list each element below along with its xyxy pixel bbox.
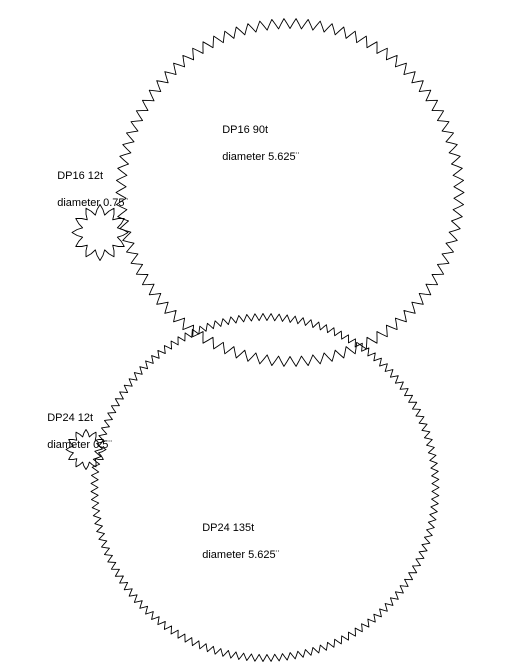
label-dp16-12t: DP16 12t diameter 0.75¨ [45,156,128,225]
label-line: DP24 135t [202,522,254,534]
label-line: DP24 12t [47,412,93,424]
label-line: diameter 5.625¨ [202,549,279,561]
label-dp24-12t: DP24 12t diameter 0.5¨ [35,398,112,467]
diagram-stage: DP16 90t diameter 5.625¨ DP16 12t diamet… [0,0,518,672]
label-line: DP16 90t [222,124,268,136]
label-line: diameter 5.625¨ [222,151,299,163]
label-line: DP16 12t [57,170,103,182]
label-line: diameter 0.5¨ [47,439,112,451]
gear-dp24-135t [89,312,441,669]
label-line: diameter 0.75¨ [57,197,128,209]
label-dp16-90t: DP16 90t diameter 5.625¨ [210,110,299,179]
label-dp24-135t: DP24 135t diameter 5.625¨ [190,508,279,577]
